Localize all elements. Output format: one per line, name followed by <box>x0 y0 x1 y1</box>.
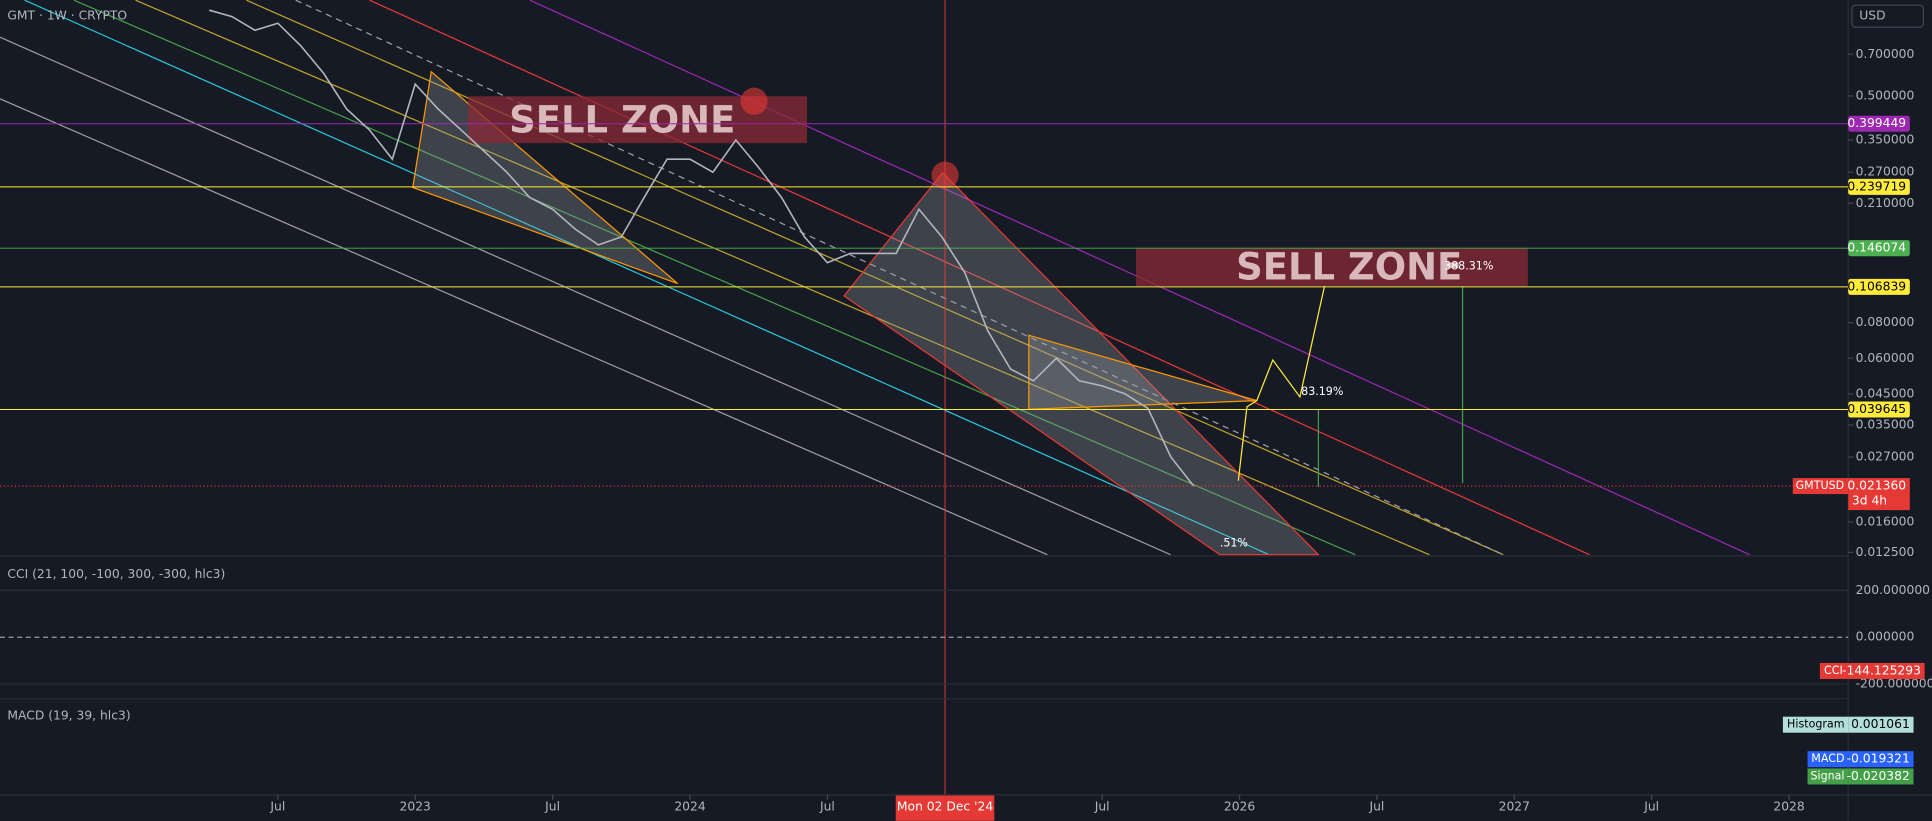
x-tick-label: 2026 <box>1224 800 1256 814</box>
x-tick-label: Jul <box>269 800 285 814</box>
x-tick-label: Jul <box>1094 800 1110 814</box>
annotation: 388.31% <box>1444 259 1493 272</box>
y-tick-label: 0.500000 <box>1856 88 1915 102</box>
macd-badge <box>1782 716 1849 733</box>
y-tick-label: 0.027000 <box>1856 450 1915 464</box>
annotation: .51% <box>1220 537 1248 550</box>
last-price-label: 0.021360 <box>1847 479 1906 493</box>
y-tick-label: 0.016000 <box>1856 514 1915 528</box>
annotation: SELL ZONE <box>509 99 735 142</box>
x-tick-label: 2027 <box>1499 800 1530 814</box>
currency[interactable]: USD <box>1859 9 1885 23</box>
annotation: SELL ZONE <box>1236 245 1462 288</box>
price-badge <box>1848 115 1910 132</box>
symbol-badge: GMTUSD <box>1796 479 1845 492</box>
price-badge <box>1848 178 1910 195</box>
symbol-title: GMT · 1W · CRYPTO <box>7 9 127 23</box>
x-tick-label: Jul <box>544 800 560 814</box>
currency-button[interactable] <box>1851 4 1924 28</box>
price-badge <box>1848 401 1910 418</box>
price-badge-label: 0.399449 <box>1847 116 1906 130</box>
price-badge <box>1848 278 1910 295</box>
x-tick-label: Jul <box>1368 800 1384 814</box>
y-tick-label: 0.035000 <box>1856 417 1915 431</box>
y-tick-label: 0.045000 <box>1856 386 1915 400</box>
projection <box>1237 285 1326 481</box>
macd-badge <box>1807 768 1849 785</box>
macd-value: 0.001061 <box>1851 717 1910 731</box>
cci-title: CCI (21, 100, -100, 300, -300, hlc3) <box>7 567 225 581</box>
cci-tick-label: 0.000000 <box>1856 630 1915 644</box>
cci-tick-label: 200.000000 <box>1856 583 1931 597</box>
macd-badge <box>1807 751 1849 768</box>
x-tick-label: Jul <box>819 800 835 814</box>
macd-value: -0.020382 <box>1847 769 1910 783</box>
macd-name: Histogram <box>1787 718 1844 731</box>
price-badge-label: 0.106839 <box>1847 279 1906 293</box>
macd-badge <box>1848 716 1914 733</box>
crosshair-badge <box>895 794 995 821</box>
price-badge-label: 0.146074 <box>1847 241 1906 255</box>
x-tick-label: Jul <box>1643 800 1659 814</box>
cci-badge <box>1819 662 1849 679</box>
sell-zone <box>1136 247 1528 287</box>
price-badge <box>1848 240 1910 257</box>
x-tick-label: 2028 <box>1773 800 1804 814</box>
macd-value: -0.019321 <box>1847 752 1910 766</box>
price-line-series <box>209 9 1195 487</box>
y-tick-label: 0.080000 <box>1856 315 1915 329</box>
x-tick-label: 2023 <box>400 800 431 814</box>
cci-tick-label: -200.000000 <box>1856 677 1932 691</box>
macd-name: Signal <box>1810 769 1844 782</box>
cci-value: -144.125293 <box>1842 663 1921 677</box>
price-badge-label: 0.239719 <box>1847 179 1906 193</box>
y-tick-label: 0.012500 <box>1856 545 1915 559</box>
macd-badge <box>1848 768 1914 785</box>
y-tick-label: 0.700000 <box>1856 47 1915 61</box>
y-tick-label: 0.060000 <box>1856 351 1915 365</box>
last-price-badge <box>1848 478 1910 511</box>
y-tick-label: 0.350000 <box>1856 133 1915 147</box>
x-tick-label: 2024 <box>674 800 706 814</box>
dynamic: 0.700000 0.500000 0.350000 0.270000 0.210000… <box>0 9 1932 814</box>
macd-badge <box>1848 751 1914 768</box>
annotation: 83.19% <box>1301 385 1343 398</box>
y-tick-label: 0.210000 <box>1856 196 1915 210</box>
macd-name: MACD <box>1811 752 1844 765</box>
price-badge-label: 0.039645 <box>1847 402 1906 416</box>
cci-badge <box>1848 662 1925 679</box>
last-price-badge <box>1792 478 1849 495</box>
cci-name: CCI <box>1824 664 1843 677</box>
crosshair-label: Mon 02 Dec '24 <box>897 800 993 814</box>
countdown: 3d 4h <box>1852 493 1887 507</box>
macd-title: MACD (19, 39, hlc3) <box>7 709 130 723</box>
y-tick-label: 0.270000 <box>1856 165 1915 179</box>
marker <box>740 87 768 115</box>
